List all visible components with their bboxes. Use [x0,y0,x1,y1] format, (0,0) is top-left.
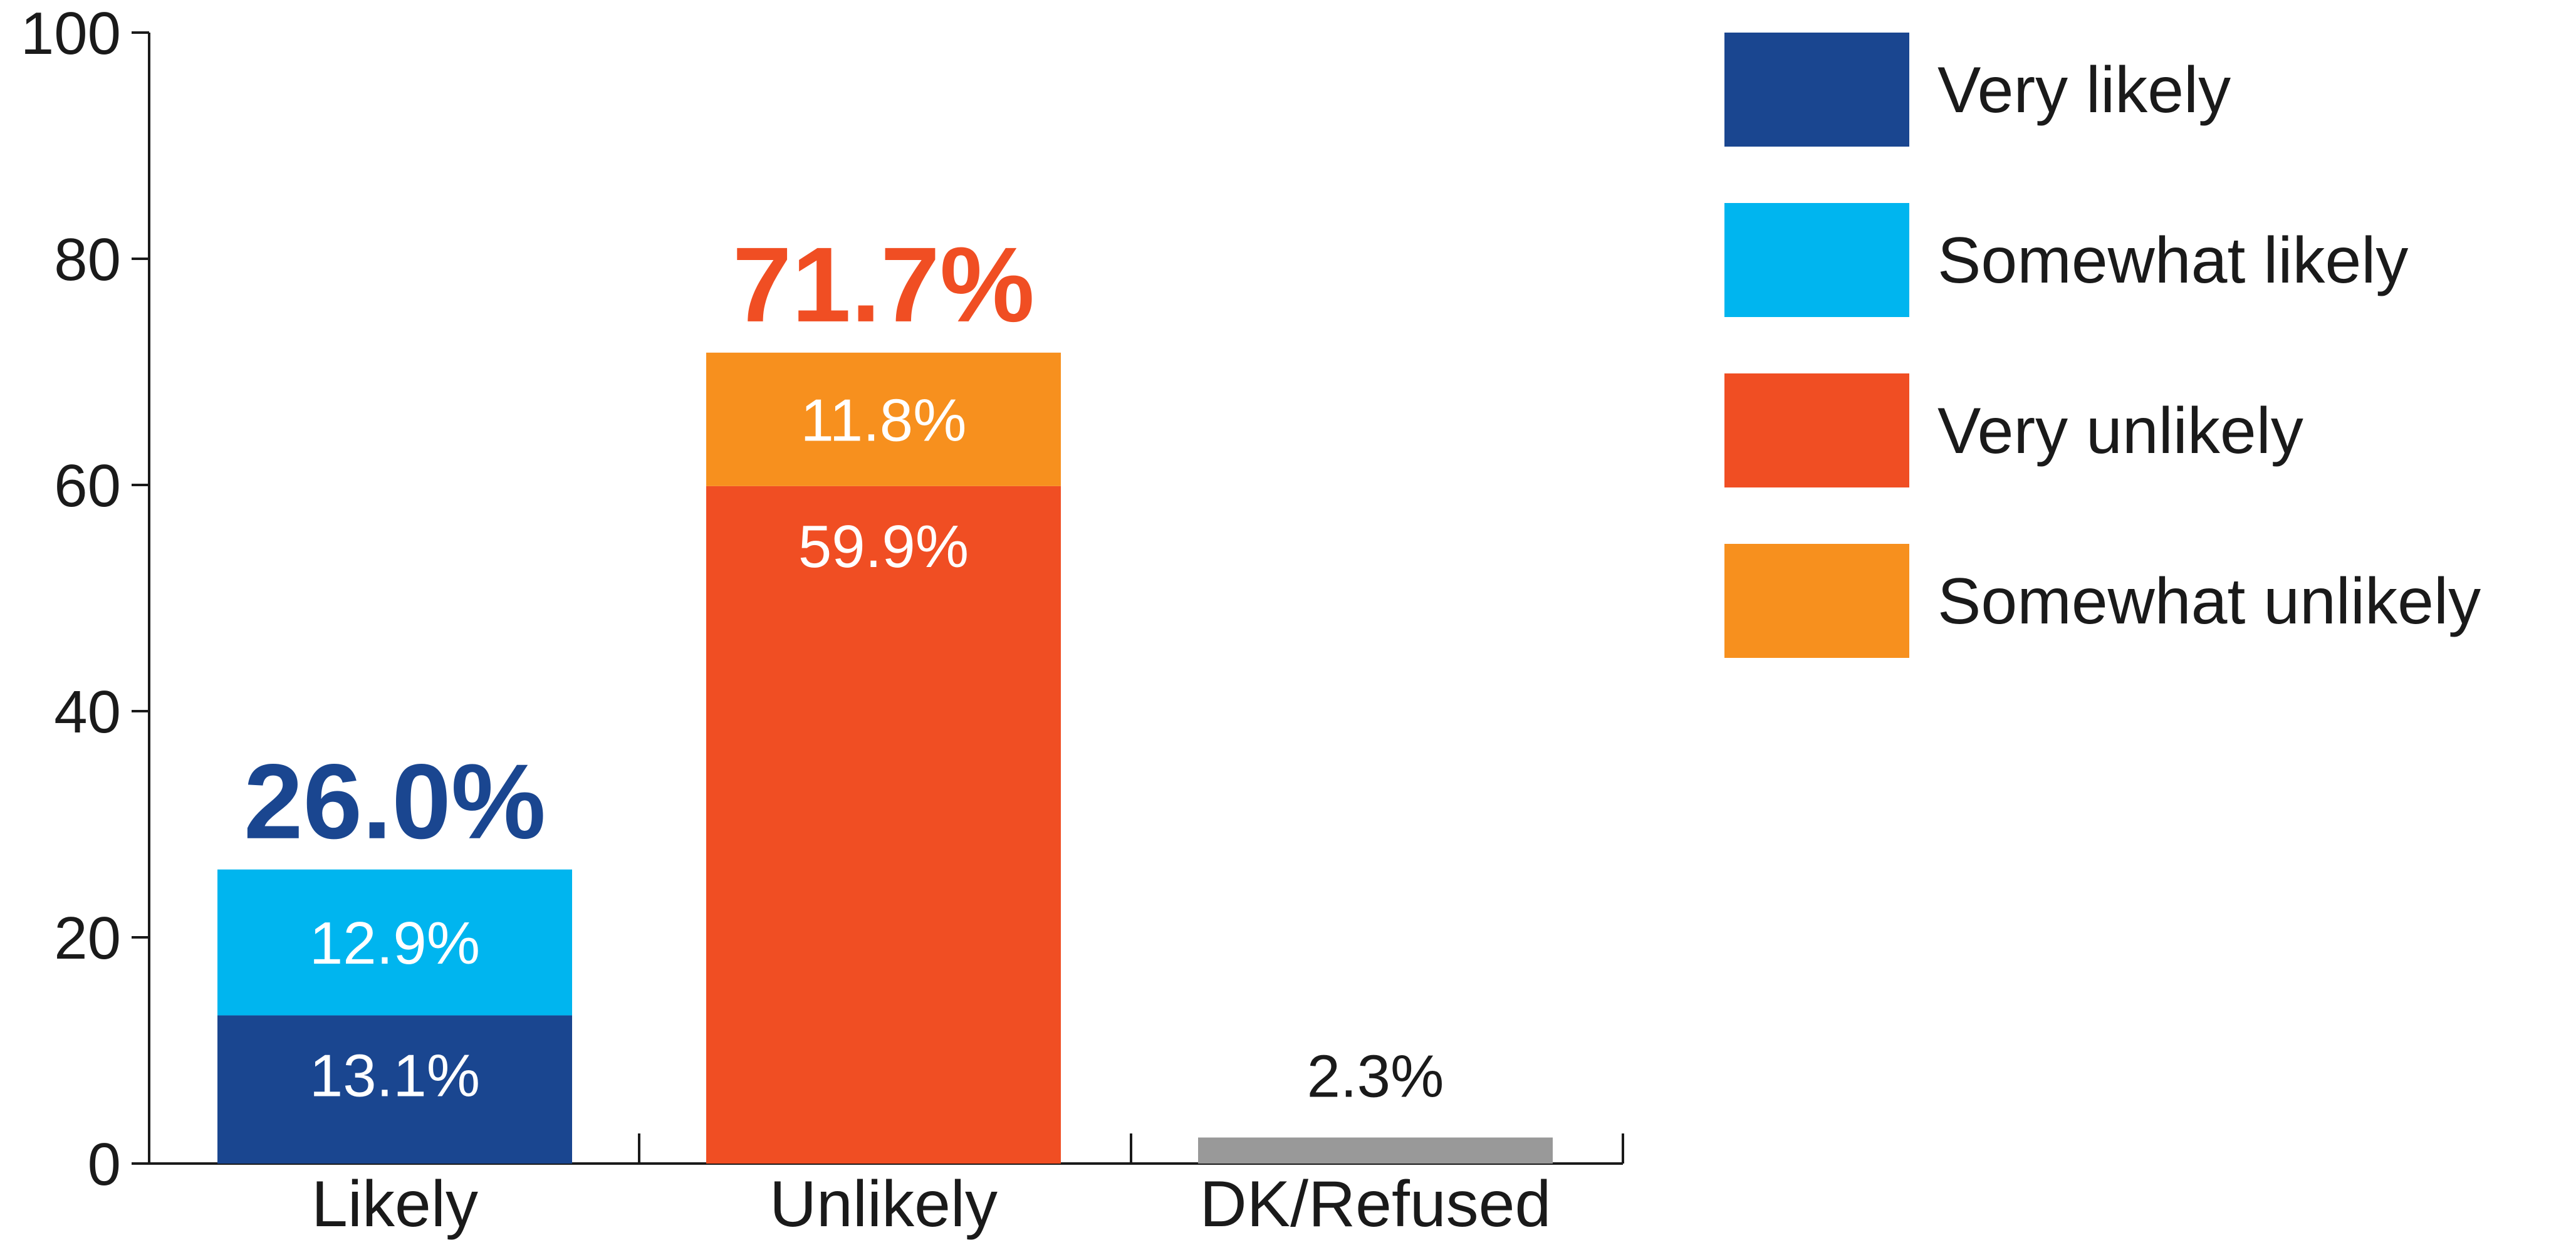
bar-total-label: 71.7% [733,226,1035,345]
y-tick-label: 100 [21,0,121,67]
segment-value-label: 59.9% [798,513,969,580]
y-tick-label: 0 [88,1131,121,1198]
y-tick-label: 80 [54,226,121,293]
legend-swatch [1724,544,1909,658]
x-category-label: Unlikely [769,1168,998,1241]
bar-segment [706,486,1061,1164]
bar-segment [1198,1137,1553,1164]
segment-value-label: 13.1% [310,1043,480,1110]
bar-total-label: 2.3% [1307,1043,1444,1110]
legend-label: Very unlikely [1937,395,2303,467]
legend-label: Somewhat unlikely [1937,565,2481,638]
y-tick-label: 60 [54,452,121,519]
x-category-label: DK/Refused [1200,1168,1551,1241]
bar-total-label: 26.0% [244,742,546,862]
y-tick-label: 40 [54,679,121,746]
legend-swatch [1724,373,1909,487]
legend: Very likely Somewhat likely Very unlikely S… [1724,33,2481,658]
legend-label: Somewhat likely [1937,224,2408,297]
y-tick-label: 20 [54,905,121,972]
segment-value-label: 11.8% [800,387,966,454]
x-category-label: Likely [311,1168,478,1241]
legend-swatch [1724,203,1909,317]
legend-swatch [1724,33,1909,147]
segment-value-label: 12.9% [310,910,480,977]
legend-label: Very likely [1937,54,2231,127]
